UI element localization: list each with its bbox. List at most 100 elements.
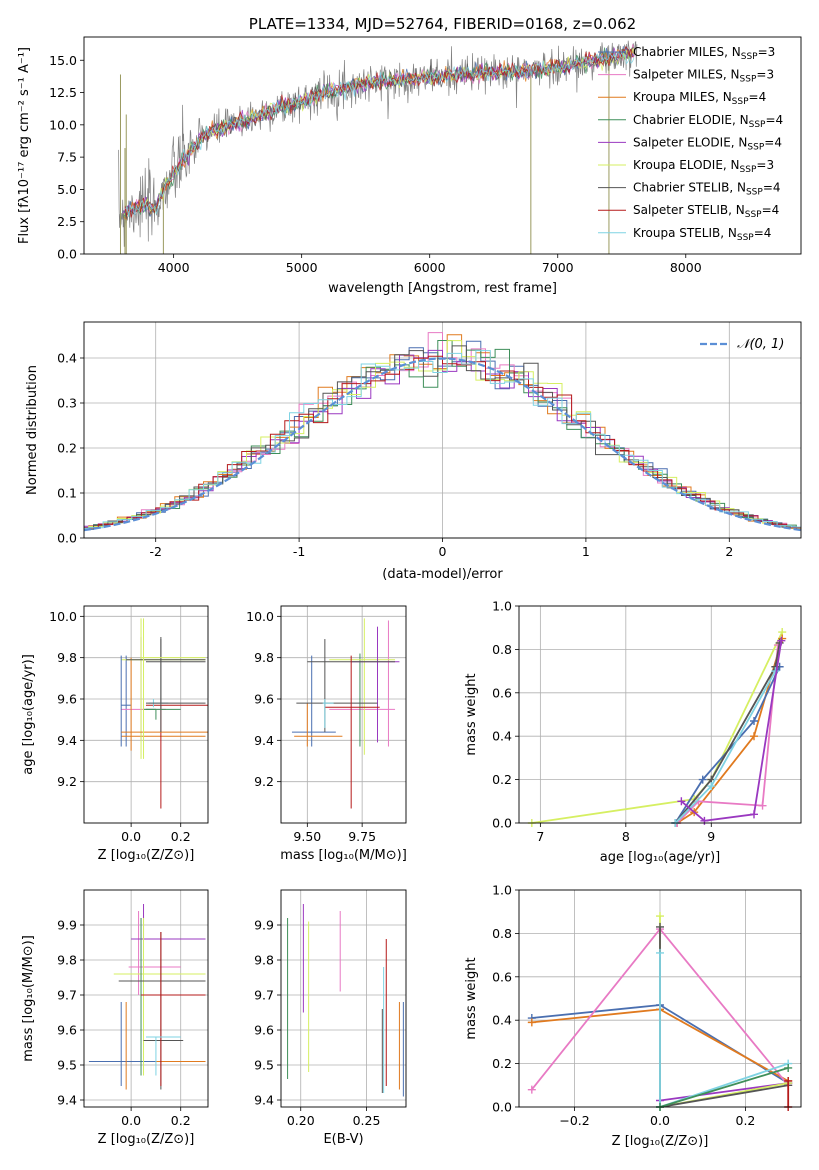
x-tick-label: 0.2 (171, 829, 191, 844)
y-tick-label: 5.0 (57, 182, 77, 197)
y-tick-label: 9.2 (57, 774, 77, 789)
spectrum-y-axis-label: Flux [fλ10⁻¹⁷ erg cm⁻² s⁻¹ A⁻¹] (17, 47, 32, 244)
legend-entry-label: Salpeter STELIB, NSSP=4 (633, 203, 779, 220)
y-tick-label: 0.1 (57, 486, 77, 501)
legend-nssp-prefix: , N (732, 113, 749, 127)
age_vs_Z-y-axis-label: age [log₁₀(age/yr)] (21, 654, 36, 775)
weight_vs_age-plot-area (527, 628, 787, 827)
x-tick-label: −0.2 (559, 1113, 589, 1128)
x-tick-label: -1 (293, 544, 305, 559)
age_vs_Z-x-axis-label: Z [log₁₀(Z/Z⊙)] (98, 848, 195, 863)
mass-weight-series-line (676, 638, 784, 824)
mass-weight-marker (656, 922, 664, 931)
y-tick-label: 9.8 (57, 953, 77, 968)
y-tick-label: 9.6 (57, 692, 77, 707)
x-tick-label: 0.0 (121, 1113, 141, 1128)
y-tick-label: 10.0 (49, 609, 77, 624)
legend-model-name: Salpeter STELIB (633, 203, 728, 217)
mass_vs_ebv-frame (280, 889, 407, 1108)
legend-nssp-prefix: , N (715, 90, 732, 104)
legend-nssp-value: =4 (763, 181, 781, 195)
y-tick-label: 9.9 (57, 918, 77, 933)
age_vs_Z-axes: 0.0 0.2 9.2 9.4 9.6 9.8 10.0 (49, 606, 208, 844)
x-tick-label: 7 (536, 829, 544, 844)
y-tick-label: 7.5 (57, 150, 77, 165)
mass-weight-marker (784, 1063, 793, 1072)
legend-nssp-subscript: SSP (737, 233, 754, 243)
legend-nssp-prefix: , N (731, 135, 748, 149)
legend-model-name: Kroupa STELIB (633, 226, 720, 240)
model-spectrum-line (124, 45, 634, 218)
age_vs_mass-x-axis-label: mass [log₁₀(M/M⊙)] (280, 848, 407, 863)
spectrum-x-axis-label: wavelength [Angstrom, rest frame] (328, 281, 557, 296)
weight_vs_age-y-axis-label: mass weight (464, 673, 479, 755)
legend-nssp-prefix: , N (728, 203, 745, 217)
y-tick-label: 12.5 (49, 85, 77, 100)
legend-nssp-value: =4 (749, 90, 767, 104)
mass-weight-marker (707, 782, 716, 791)
x-tick-label: 8000 (670, 260, 702, 275)
legend-nssp-value: =4 (765, 113, 783, 127)
y-tick-label: 9.4 (57, 733, 77, 748)
weight_vs_age-x-axis-label: age [log₁₀(age/yr)] (600, 850, 721, 865)
legend-entry-label: Chabrier STELIB, NSSP=4 (633, 181, 781, 198)
y-tick-label: 0.4 (492, 729, 512, 744)
legend-model-name: Chabrier STELIB (633, 181, 729, 195)
age_vs_mass-axes: 9.50 9.75 9.2 9.4 9.6 9.8 10.0 (246, 606, 406, 844)
legend-nssp-value: =4 (764, 135, 782, 149)
spectrum-title: PLATE=1334, MJD=52764, FIBERID=0168, z=0… (249, 15, 636, 33)
x-tick-label: 7000 (542, 260, 574, 275)
mass-weight-marker (527, 1085, 536, 1094)
x-tick-label: 0.0 (121, 829, 141, 844)
mass-weight-series-line (676, 645, 779, 824)
age_vs_mass-plot-area (291, 618, 400, 809)
y-tick-label: 0.4 (492, 1013, 512, 1028)
y-tick-label: 0.2 (57, 441, 77, 456)
y-tick-label: 9.5 (57, 1058, 77, 1073)
legend-nssp-prefix: , N (724, 45, 741, 59)
y-tick-label: 9.8 (254, 650, 274, 665)
mass-weight-marker (677, 797, 686, 806)
y-tick-label: 0.0 (57, 247, 77, 262)
residuals-legend: 𝒩(0, 1) (700, 337, 784, 352)
mass-weight-marker (656, 948, 664, 957)
mass_vs_Z-axes: 0.0 0.2 9.4 9.5 9.6 9.7 9.8 9.9 (57, 890, 208, 1128)
residuals-x-axis-label: (data-model)/error (382, 567, 503, 582)
residual-histogram-step (84, 345, 801, 531)
y-tick-label: 0.8 (492, 642, 512, 657)
y-tick-label: 9.8 (57, 650, 77, 665)
legend-nssp-subscript: SSP (745, 210, 762, 220)
y-tick-label: 0.2 (492, 1056, 512, 1071)
weight_vs_Z-x-axis-label: Z [log₁₀(Z/Z⊙)] (612, 1134, 709, 1149)
legend-model-name: Salpeter ELODIE (633, 135, 731, 149)
x-tick-label: 0.2 (171, 1113, 191, 1128)
x-tick-label: 5000 (286, 260, 318, 275)
y-tick-label: 10.0 (246, 609, 274, 624)
gaussian-reference-curve (84, 357, 801, 532)
legend-nssp-prefix: , N (729, 181, 746, 195)
mass-weight-series-line (659, 952, 789, 1109)
y-tick-label: 9.4 (254, 1093, 274, 1108)
y-tick-label: 9.8 (254, 953, 274, 968)
mass_vs_ebv-plot-area (287, 904, 404, 1097)
x-tick-label: 8 (622, 829, 630, 844)
residuals-y-axis-label: Normed distribution (25, 365, 40, 495)
x-tick-label: -2 (149, 544, 161, 559)
legend-entry-label: Kroupa MILES, NSSP=4 (633, 90, 766, 107)
y-tick-label: 15.0 (49, 53, 77, 68)
x-tick-label: 0 (439, 544, 447, 559)
y-tick-label: 9.7 (254, 988, 274, 1003)
legend-model-name: Chabrier MILES (633, 45, 724, 59)
age_vs_Z-frame (83, 605, 209, 824)
y-tick-label: 9.9 (254, 918, 274, 933)
legend-model-name: Kroupa MILES (633, 90, 715, 104)
mass-weight-series-line (659, 1067, 789, 1108)
x-tick-label: 2 (725, 544, 733, 559)
legend-model-name: Salpeter MILES (633, 68, 723, 82)
mass-weight-marker (527, 1018, 536, 1027)
y-tick-label: 1.0 (492, 883, 512, 898)
x-tick-label: 1 (582, 544, 590, 559)
y-tick-label: 9.4 (57, 1093, 77, 1108)
